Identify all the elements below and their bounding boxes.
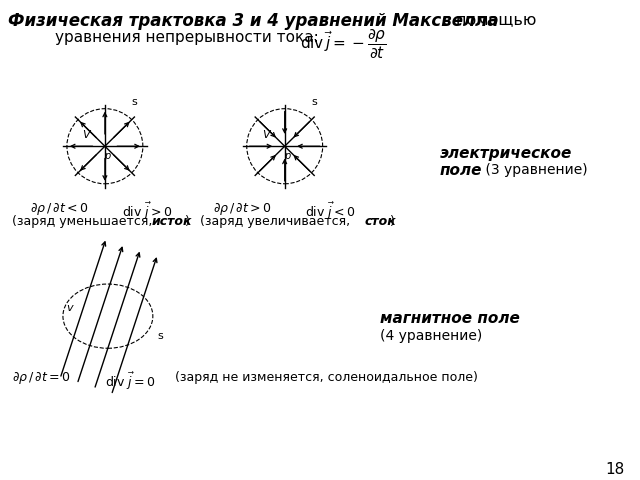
Text: div $\vec{j} > 0$: div $\vec{j} > 0$ [122,201,173,222]
Text: поле: поле [440,163,482,178]
Text: $\partial\rho\,/\,\partial t < 0$: $\partial\rho\,/\,\partial t < 0$ [30,201,88,216]
Text: V: V [262,130,269,140]
Text: $\partial\rho\,/\,\partial t > 0$: $\partial\rho\,/\,\partial t > 0$ [212,201,271,216]
Text: p: p [104,151,110,161]
Text: ): ) [390,216,394,228]
Text: v: v [67,303,73,313]
Text: (заряд не изменяется, соленоидальное поле): (заряд не изменяется, соленоидальное пол… [175,371,477,384]
Text: s: s [131,97,137,107]
Text: ): ) [185,216,189,228]
Text: div $\vec{j} = 0$: div $\vec{j} = 0$ [105,371,156,392]
Text: s: s [158,331,164,341]
Text: div $\vec{j} < 0$: div $\vec{j} < 0$ [305,201,355,222]
Text: (заряд увеличивается,: (заряд увеличивается, [200,216,354,228]
Text: V: V [82,130,90,140]
Text: магнитное поле: магнитное поле [380,311,520,326]
Text: сток: сток [365,216,396,228]
Text: 18: 18 [605,462,624,478]
Text: (заряд уменьшается,: (заряд уменьшается, [12,216,156,228]
Text: (3 уравнение): (3 уравнение) [481,163,588,177]
Text: $\mathrm{div}\,\vec{j} = -\dfrac{\partial\rho}{\partial t}$: $\mathrm{div}\,\vec{j} = -\dfrac{\partia… [300,28,387,61]
Text: (4 уравнение): (4 уравнение) [380,329,482,343]
Text: уравнения непрерывности тока:: уравнения непрерывности тока: [55,30,319,45]
Text: $\partial\rho\,/\,\partial t = 0$: $\partial\rho\,/\,\partial t = 0$ [12,371,70,386]
Text: s: s [311,97,317,107]
Text: с помощью: с помощью [442,12,536,27]
Text: Физическая трактовка 3 и 4 уравнений Максвелла: Физическая трактовка 3 и 4 уравнений Мак… [8,12,499,30]
Text: p: p [284,151,290,161]
Text: исток: исток [152,216,193,228]
Text: электрическое: электрическое [440,146,572,161]
